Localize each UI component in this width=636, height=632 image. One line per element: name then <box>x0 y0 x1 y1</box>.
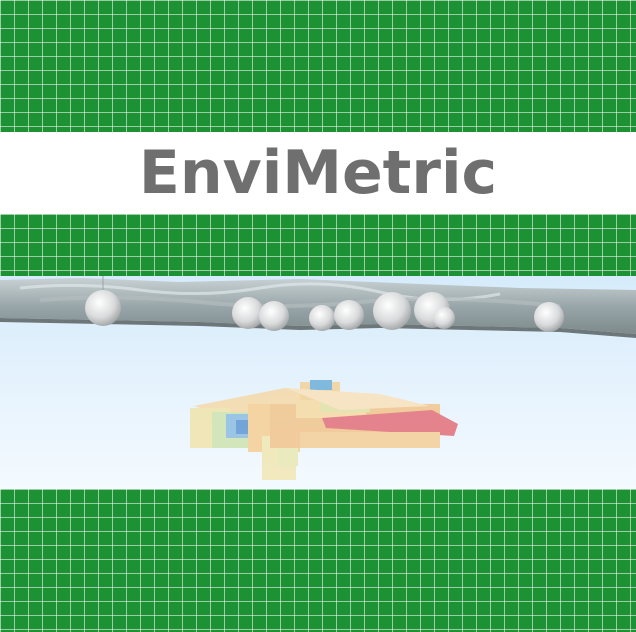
contaminant-plume <box>190 380 458 480</box>
plume-model-scene <box>0 276 636 489</box>
sample-well-markers <box>85 276 564 332</box>
grid-band-top <box>0 0 636 132</box>
grid-band-bottom <box>0 489 636 632</box>
groundwater-plume-3d-model-icon <box>0 276 636 489</box>
title-band: EnviMetric <box>0 132 636 214</box>
logo-wordmark: EnviMetric <box>138 138 498 208</box>
grid-band-middle <box>0 214 636 276</box>
